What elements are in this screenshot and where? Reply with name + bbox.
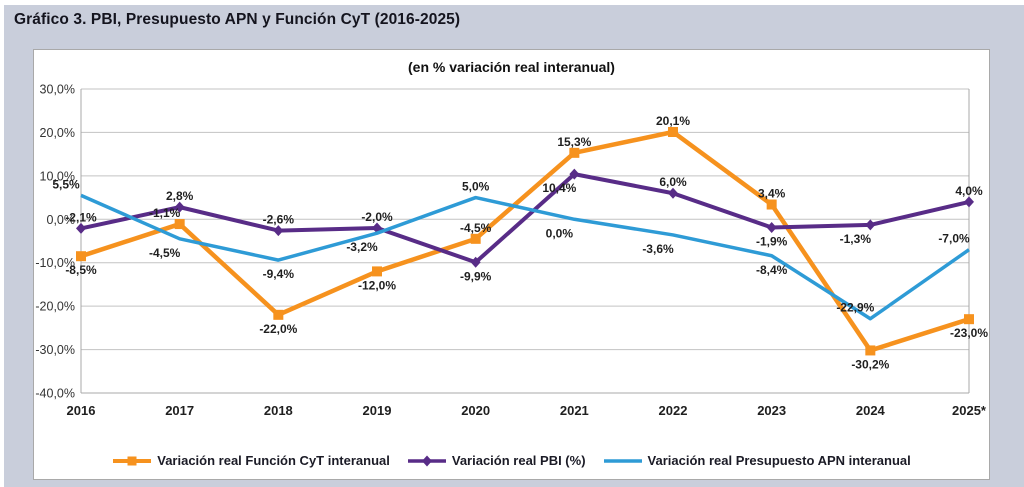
data-label: -2,1% [65, 210, 97, 224]
data-label: -2,0% [361, 210, 393, 224]
x-axis-label: 2017 [165, 403, 194, 418]
data-label: -22,9% [836, 301, 874, 315]
x-axis-label: 2021 [560, 403, 589, 418]
data-label: -22,0% [259, 322, 297, 336]
data-label: 10,4% [542, 181, 576, 195]
chart-panel: 30,0% 20,0% 10,0% 0,0% -10,0% -20,0% -30,0% -40… [33, 49, 990, 480]
legend-item-pbi: Variación real PBI (%) [407, 453, 586, 468]
legend-item-funcion-cyt: Variación real Función CyT interanual [112, 453, 390, 468]
chart-subtitle: (en % variación real interanual) [408, 59, 615, 75]
series-marker-square [470, 233, 481, 244]
data-label: -3,6% [642, 242, 674, 256]
series-marker-diamond [470, 256, 481, 268]
legend-marker-diamond-icon [407, 455, 446, 466]
series-marker-diamond [668, 187, 678, 199]
y-tick-label: -10,0% [35, 256, 75, 270]
data-label: 4,0% [955, 184, 983, 198]
data-label: -1,3% [840, 232, 872, 246]
data-label: -30,2% [851, 357, 889, 371]
data-label: -4,5% [460, 221, 492, 235]
data-label: 2,8% [166, 189, 194, 203]
series-marker-diamond [865, 219, 876, 231]
series-marker-square [273, 309, 284, 320]
series-marker-square [766, 199, 777, 210]
series-marker-diamond [569, 168, 580, 180]
data-label: 5,5% [52, 177, 80, 191]
data-label: 0,0% [546, 226, 574, 240]
data-label: -8,4% [756, 263, 788, 277]
legend-marker-line-icon [603, 458, 642, 463]
data-label: -8,5% [65, 263, 97, 277]
series-line-1 [80, 172, 970, 265]
data-label: 15,3% [557, 135, 591, 149]
series-marker-square [569, 147, 580, 158]
data-label: 20,1% [656, 114, 690, 128]
series-line-2 [80, 193, 971, 321]
legend-marker-square-icon [113, 456, 152, 465]
x-axis-label: 2018 [264, 403, 293, 418]
data-label: -3,2% [346, 240, 378, 254]
data-label: -9,9% [460, 269, 492, 283]
legend-label-pbi: Variación real PBI (%) [451, 453, 586, 468]
series-marker-diamond [76, 222, 86, 234]
data-label: -1,9% [756, 235, 788, 249]
x-axis-label: 2020 [461, 403, 490, 418]
series-marker-square [174, 219, 185, 230]
x-axis-label: 2016 [67, 403, 96, 418]
data-label: -9,4% [263, 267, 295, 281]
figure-title: Gráfico 3. PBI, Presupuesto APN y Funció… [14, 11, 461, 28]
series-line-0 [80, 129, 970, 353]
chart-legend: Variación real Función CyT interanual Va… [34, 453, 989, 468]
data-label: -4,5% [149, 246, 181, 260]
line-chart: 30,0% 20,0% 10,0% 0,0% -10,0% -20,0% -30,0% -40… [35, 83, 988, 419]
y-tick-label: -40,0% [35, 387, 75, 401]
series-marker-square [372, 266, 382, 277]
series-marker-diamond [964, 196, 974, 208]
y-tick-label: 20,0% [40, 126, 75, 140]
y-tick-label: -20,0% [35, 300, 75, 314]
x-axis-label: 2019 [363, 403, 392, 418]
data-label: 3,4% [758, 187, 786, 201]
data-label: -1,1% [149, 206, 181, 220]
data-label: -12,0% [358, 278, 396, 292]
data-label: -2,6% [263, 213, 295, 227]
x-axis-label: 2023 [757, 403, 786, 418]
y-tick-label: 0,0% [47, 213, 76, 227]
x-axis-label: 2024 [856, 403, 886, 418]
y-tick-label: -30,0% [35, 343, 75, 357]
y-tick-label: 10,0% [40, 169, 75, 183]
data-label: -23,0% [950, 326, 988, 340]
legend-label-funcion-cyt: Variación real Función CyT interanual [157, 453, 390, 468]
series-marker-diamond [174, 201, 185, 213]
legend-item-presupuesto-apn: Variación real Presupuesto APN interanua… [603, 453, 911, 468]
series-marker-square [668, 126, 678, 137]
data-label: 6,0% [659, 175, 687, 189]
legend-label-presupuesto-apn: Variación real Presupuesto APN interanua… [647, 453, 911, 468]
series-marker-diamond [273, 225, 284, 237]
x-axis-label: 2025* [952, 403, 987, 418]
x-axis-label: 2022 [659, 403, 688, 418]
y-tick-label: 30,0% [40, 83, 75, 97]
series-marker-diamond [766, 222, 777, 234]
series-marker-square [964, 314, 974, 325]
data-label: -7,0% [938, 232, 970, 246]
data-label: 5,0% [462, 180, 490, 194]
series-marker-square [865, 345, 876, 356]
series-marker-square [76, 251, 86, 262]
